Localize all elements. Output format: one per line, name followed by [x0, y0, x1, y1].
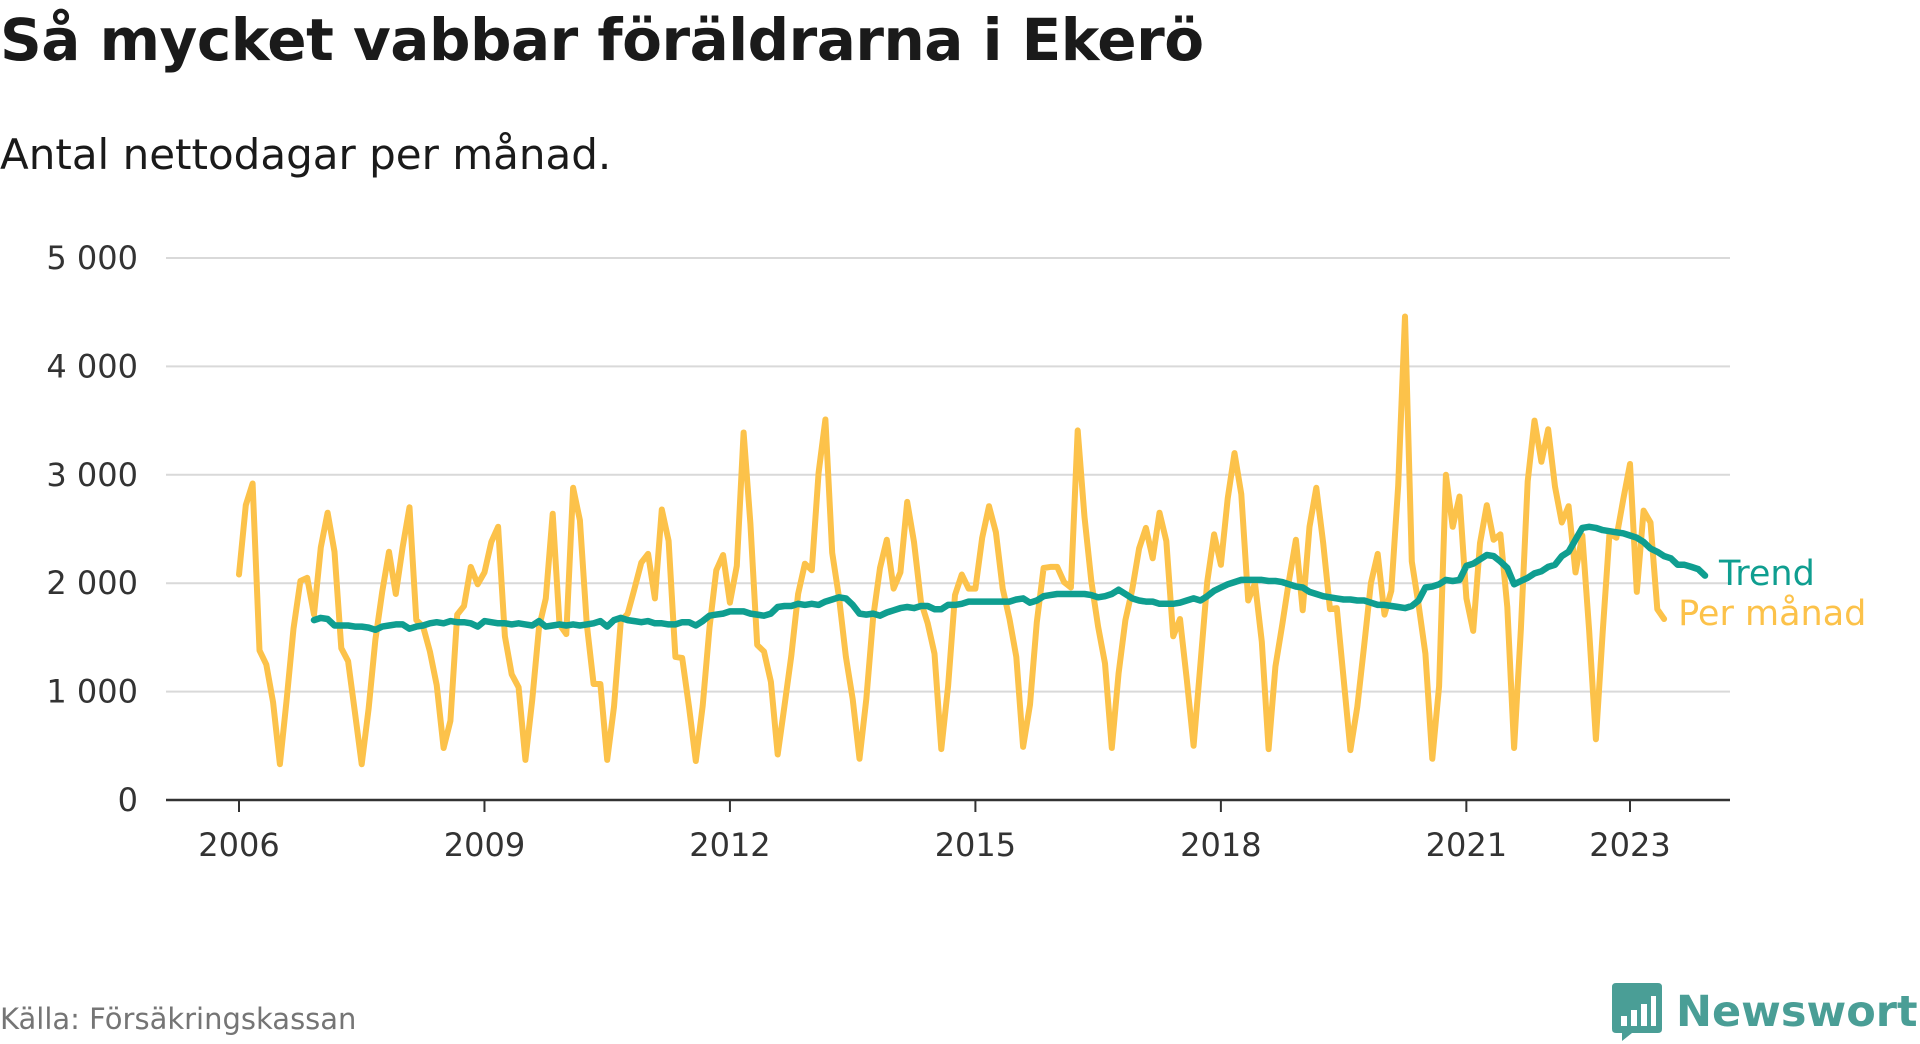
x-tick-label: 2021 — [1426, 826, 1507, 864]
monthly-line — [236, 313, 1668, 768]
x-tick-label: 2006 — [198, 826, 279, 864]
x-tick-label: 2023 — [1589, 826, 1670, 864]
y-tick-label: 1 000 — [46, 673, 138, 711]
y-tick-label: 2 000 — [46, 564, 138, 602]
series — [236, 313, 1709, 768]
y-tick-label: 4 000 — [46, 347, 138, 385]
bar-chart-badge-icon — [1612, 983, 1662, 1041]
y-tick-label: 5 000 — [46, 239, 138, 277]
brand-logo: Newsworthy — [1612, 980, 1920, 1044]
chart-subtitle: Antal nettodagar per månad. — [0, 130, 612, 179]
x-tick-label: 2015 — [935, 826, 1016, 864]
monthly-series-label: Per månad — [1678, 593, 1866, 634]
x-tick-label: 2009 — [444, 826, 525, 864]
source-note: Källa: Försäkringskassan — [0, 1002, 357, 1036]
trend-line — [310, 523, 1709, 634]
y-tick-label: 0 — [118, 781, 138, 819]
brand-name: Newsworthy — [1676, 987, 1920, 1037]
y-tick-label: 3 000 — [46, 456, 138, 494]
axes: 0 1 000 2 000 3 000 4 000 5 000 2006 2009 2012 20… — [46, 239, 1730, 864]
trend-series-label: Trend — [1718, 554, 1815, 594]
x-tick-label: 2018 — [1180, 826, 1261, 864]
chart-title: Så mycket vabbar föräldrarna i Ekerö — [0, 6, 1204, 74]
x-tick-label: 2012 — [689, 826, 770, 864]
